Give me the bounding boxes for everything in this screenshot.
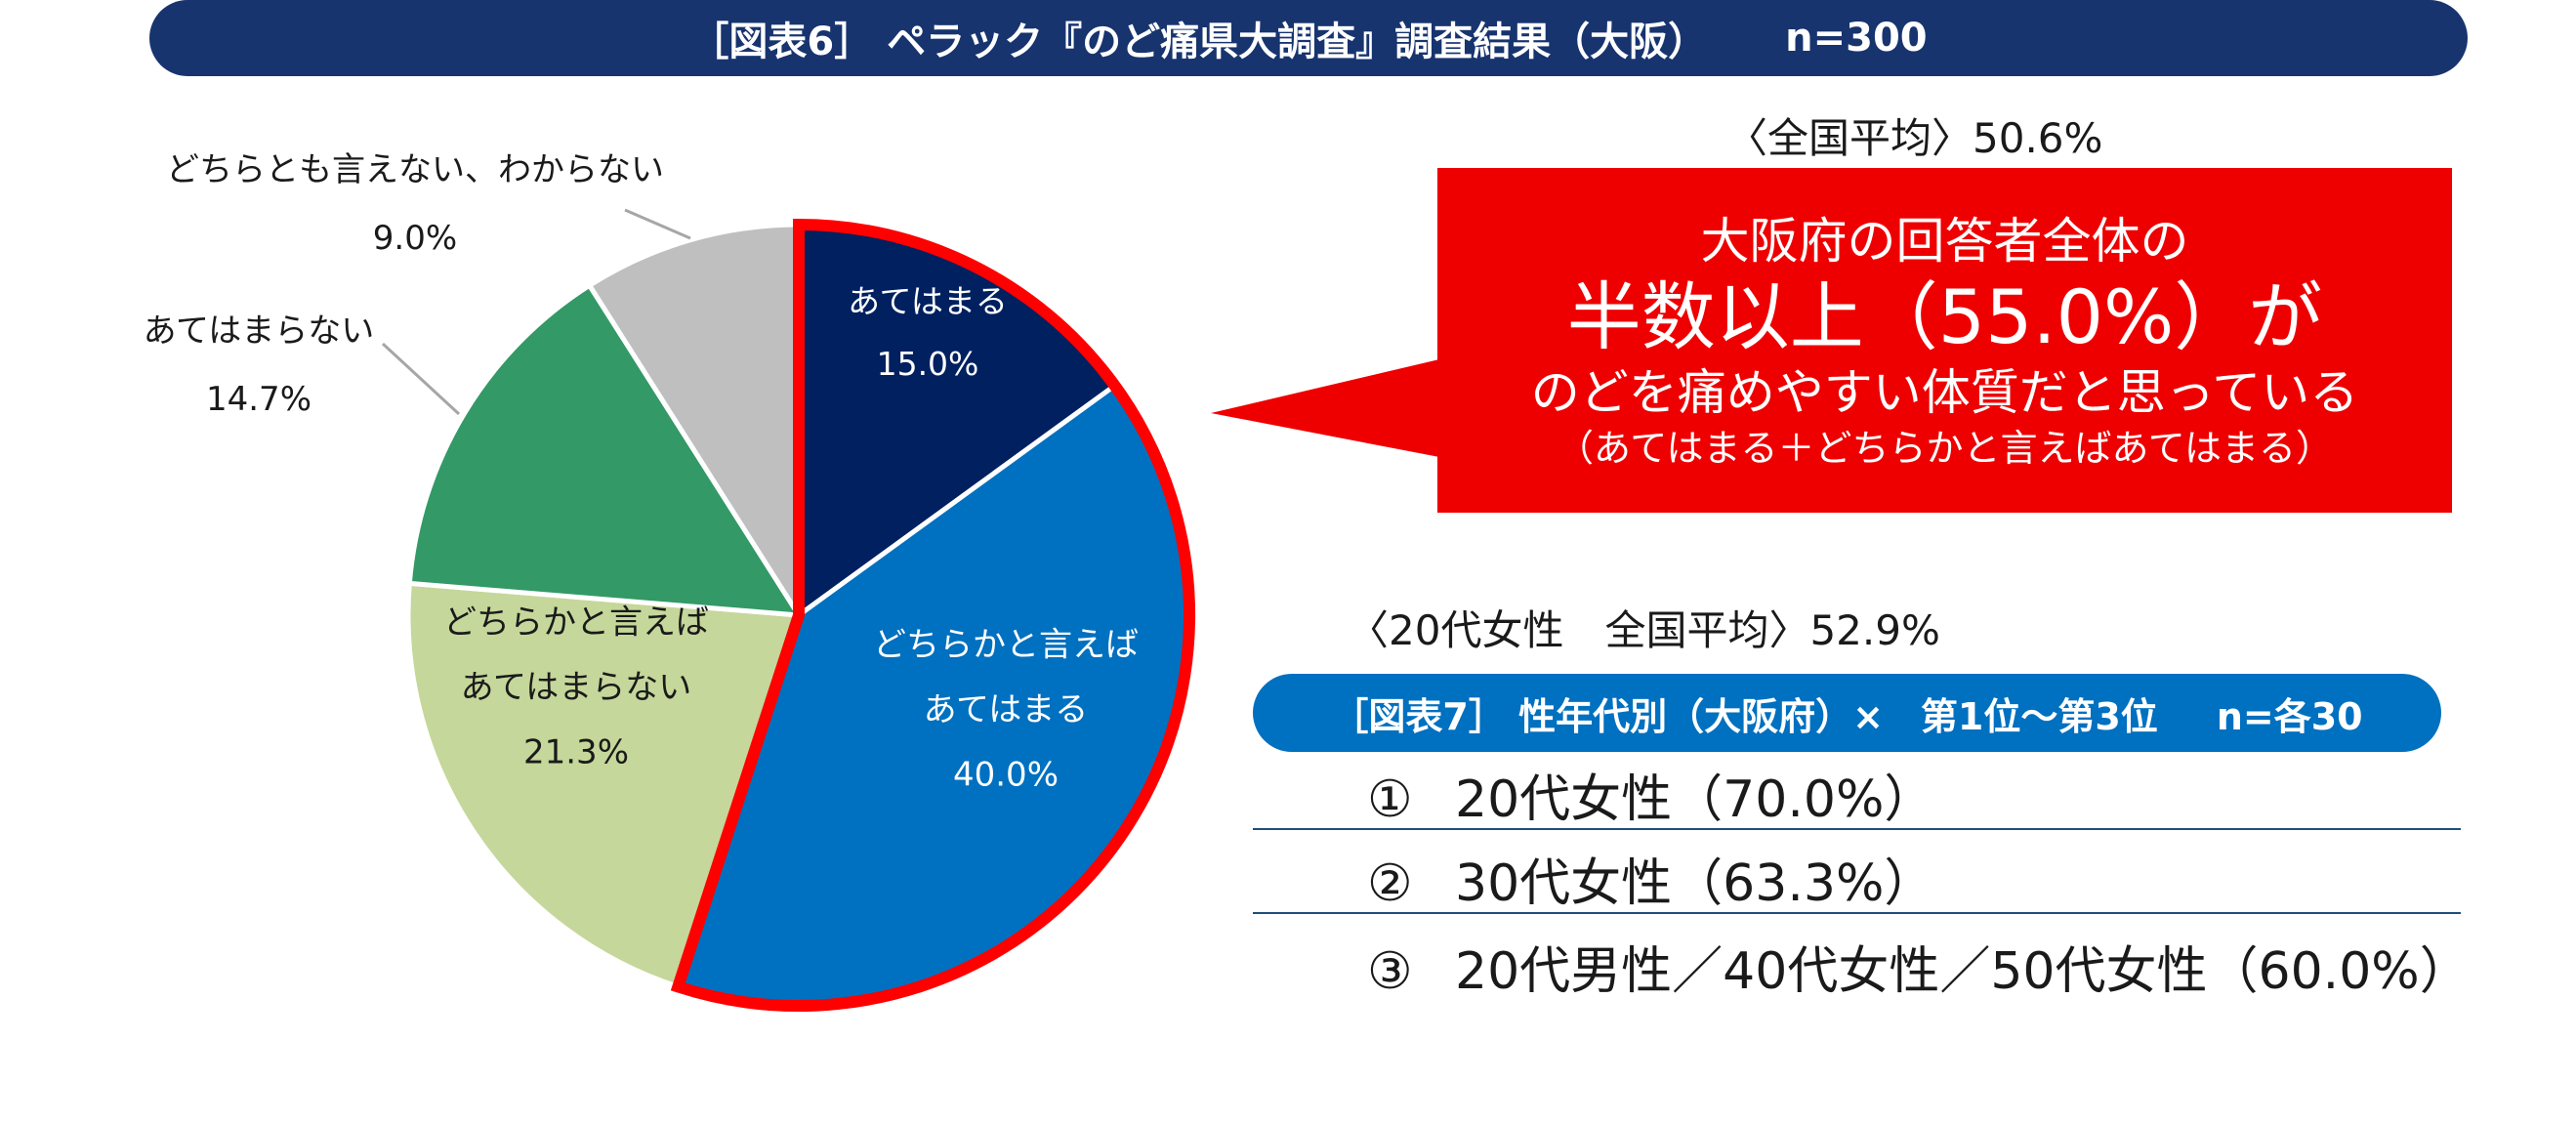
national-average: 〈全国平均〉50.6% xyxy=(1726,114,2103,162)
slice-label: どちらとも言えない、わからない xyxy=(166,150,664,189)
ranking-divider xyxy=(1253,912,2461,914)
slice-label: あてはまる xyxy=(924,690,1089,729)
slice-label: 9.0% xyxy=(373,219,457,258)
pie-slice xyxy=(586,222,802,624)
ranking-mark: ③ xyxy=(1367,942,1413,1001)
header-title: ［図表6］ ペラック『のど痛県大調査』調査結果（大阪） xyxy=(689,20,1708,64)
callout-line3: のどを痛めやすい体質だと思っている xyxy=(1530,363,2359,421)
slice-label: あてはまらない xyxy=(461,668,692,707)
ranking-text: 20代男性／40代女性／50代女性（60.0%） xyxy=(1455,942,2471,1001)
ranking-item-3: ③ 20代男性／40代女性／50代女性（60.0%） xyxy=(1367,930,2471,1003)
ranking-title-bar: ［図表7］ 性年代別（大阪府）× 第1位～第3位 n=各30 xyxy=(1253,674,2441,752)
slice-label: 14.7% xyxy=(206,380,312,419)
ranking-text: 30代女性（63.3%） xyxy=(1455,854,1935,913)
callout-box: 大阪府の回答者全体の 半数以上（55.0%）が のどを痛めやすい体質だと思ってい… xyxy=(1437,168,2452,513)
highlight-outline xyxy=(670,218,1195,1012)
slice-label: 15.0% xyxy=(877,345,979,383)
callout-line1: 大阪府の回答者全体の xyxy=(1700,212,2189,270)
ranking-item-1: ① 20代女性（70.0%） xyxy=(1367,758,1934,831)
slice-label: あてはまる xyxy=(848,282,1008,320)
callout-line2: 半数以上（55.0%）が xyxy=(1566,272,2323,360)
leader-line xyxy=(624,208,691,240)
ranking-n-label: n=各30 xyxy=(2216,694,2363,738)
ranking-title: ［図表7］ 性年代別（大阪府）× 第1位～第3位 xyxy=(1331,694,2158,738)
header-n-label: n=300 xyxy=(1785,16,1928,61)
callout-pointer xyxy=(1211,359,1439,457)
pie-labels: あてはまる15.0%どちらかと言えばあてはまる40.0%どちらかと言えばあてはま… xyxy=(144,150,1139,794)
slice-label: あてはまらない xyxy=(144,312,375,351)
female20-average: 〈20代女性 全国平均〉52.9% xyxy=(1348,606,1940,654)
pie-slice xyxy=(405,580,803,990)
pie-leader-lines xyxy=(381,208,691,416)
ranking-mark: ① xyxy=(1367,770,1413,829)
leader-line xyxy=(381,342,461,416)
ranking-item-2: ② 30代女性（63.3%） xyxy=(1367,842,1934,915)
ranking-divider xyxy=(1253,828,2461,830)
slice-label: 40.0% xyxy=(953,755,1059,794)
pie-slice xyxy=(406,281,804,618)
slice-label: 21.3% xyxy=(523,732,629,771)
header-bar: ［図表6］ ペラック『のど痛県大調査』調査結果（大阪） n=300 xyxy=(149,0,2468,76)
slice-label: どちらかと言えば xyxy=(443,603,709,643)
ranking-text: 20代女性（70.0%） xyxy=(1455,770,1935,829)
slice-label: どちらかと言えば xyxy=(873,626,1139,665)
ranking-mark: ② xyxy=(1367,854,1413,913)
callout-line4: （あてはまる＋どちらかと言えばあてはまる） xyxy=(1557,426,2333,470)
